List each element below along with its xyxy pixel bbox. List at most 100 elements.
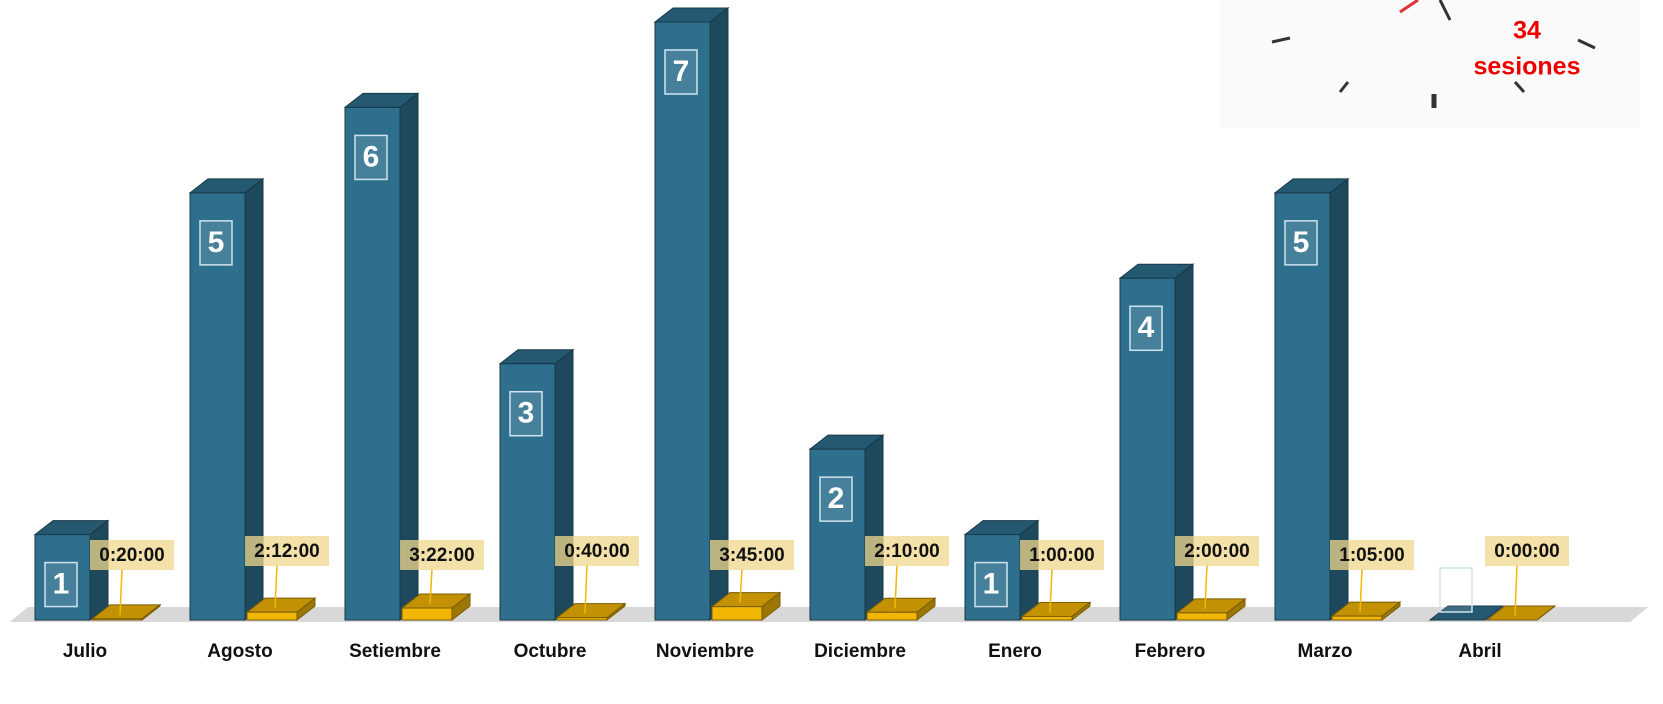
bar <box>1118 263 1195 622</box>
bar <box>653 6 730 622</box>
bar <box>1485 605 1557 621</box>
value-label-box <box>1129 305 1163 352</box>
bar <box>865 597 937 622</box>
value-label: 3:45:00 <box>719 545 785 566</box>
value-label: 2:10:00 <box>874 541 940 562</box>
value-label-box <box>245 536 329 566</box>
leader-line <box>1204 564 1208 609</box>
value-label: 1 <box>983 567 1000 600</box>
bar-front <box>189 192 246 621</box>
bar-side <box>1174 263 1194 622</box>
bar-side <box>1536 605 1556 621</box>
bar-side <box>89 519 109 622</box>
value-label-box <box>819 476 853 522</box>
bar <box>808 434 885 622</box>
value-label-box <box>199 220 233 266</box>
value-label-box <box>1485 536 1569 566</box>
bar-front <box>654 21 711 621</box>
value-label: 6 <box>363 140 380 173</box>
x-tick-label: Octubre <box>514 641 587 662</box>
bar-front <box>1176 612 1228 621</box>
bar-front <box>1021 615 1073 621</box>
bar <box>188 177 265 622</box>
bar-side <box>709 6 729 622</box>
leader-line <box>1514 564 1518 617</box>
bar-front <box>1119 277 1176 621</box>
bar <box>400 592 472 622</box>
leader-line <box>119 568 123 615</box>
bar <box>1428 605 1505 621</box>
bar <box>90 603 162 622</box>
bar-front <box>964 534 1021 621</box>
value-label-box <box>1330 540 1414 570</box>
x-tick-label: Agosto <box>207 641 272 662</box>
x-tick-label: Febrero <box>1135 641 1206 662</box>
value-label: 4 <box>1138 311 1155 344</box>
bar-side <box>1484 605 1504 621</box>
bar-side <box>1019 519 1039 622</box>
bar <box>245 597 317 622</box>
x-tick-label: Noviembre <box>656 641 754 662</box>
value-label: 1 <box>53 567 70 600</box>
value-label: 5 <box>208 226 225 259</box>
value-label: 1:00:00 <box>1029 545 1095 566</box>
value-label-box <box>1020 540 1104 570</box>
value-label: 3 <box>518 397 535 430</box>
leader-line <box>274 564 278 609</box>
bar <box>555 602 627 622</box>
x-tick-label: Abril <box>1458 641 1501 662</box>
value-label: 0:40:00 <box>564 541 630 562</box>
clock <box>1220 0 1640 128</box>
value-label: 0:20:00 <box>99 545 165 566</box>
value-label-box <box>354 134 388 181</box>
leader-line <box>1049 568 1053 613</box>
value-label-box <box>865 536 949 566</box>
clock-hand <box>1399 0 1419 14</box>
bar <box>1330 601 1402 622</box>
annotation: 34 <box>1513 17 1541 45</box>
value-label: 7 <box>673 55 690 88</box>
value-label-box <box>1284 220 1318 266</box>
bar-front <box>91 618 143 621</box>
value-label-box <box>400 540 484 570</box>
x-tick-label: Enero <box>988 641 1042 662</box>
bar-front <box>499 363 556 621</box>
annotation: sesiones <box>1473 53 1580 81</box>
x-tick-label: Julio <box>63 641 107 662</box>
bar <box>710 591 782 622</box>
value-label: 2:12:00 <box>254 541 320 562</box>
leader-line <box>429 568 433 605</box>
leader-line <box>739 568 743 603</box>
x-tick-label: Marzo <box>1298 641 1353 662</box>
clock-ticks <box>1271 0 1596 108</box>
value-label-box <box>555 536 639 566</box>
bar-front <box>711 606 763 621</box>
bar-front <box>34 534 91 621</box>
value-label-box <box>509 390 543 437</box>
value-label: 5 <box>1293 226 1310 259</box>
bar-front <box>246 611 298 621</box>
bar-front <box>556 617 608 621</box>
bar-front <box>344 106 401 621</box>
bar <box>498 348 575 622</box>
leader-line <box>1359 568 1363 613</box>
bar-front <box>866 611 918 621</box>
x-tick-label: Diciembre <box>814 641 906 662</box>
value-label: 0 <box>1448 573 1465 606</box>
bar-side <box>864 434 884 622</box>
value-label-box <box>710 540 794 570</box>
value-label-box <box>1439 567 1473 613</box>
value-label: 2 <box>828 482 845 515</box>
leader-line <box>894 564 898 609</box>
bar <box>343 92 420 622</box>
x-tick-label: Setiembre <box>349 641 441 662</box>
value-label: 1:05:00 <box>1339 545 1405 566</box>
bar <box>1175 597 1247 622</box>
bar <box>1020 601 1092 622</box>
value-label: 0:00:00 <box>1494 541 1560 562</box>
value-label-box <box>1175 536 1259 566</box>
bar <box>1273 177 1350 622</box>
value-label: 2:00:00 <box>1184 541 1250 562</box>
value-label: 3:22:00 <box>409 545 475 566</box>
